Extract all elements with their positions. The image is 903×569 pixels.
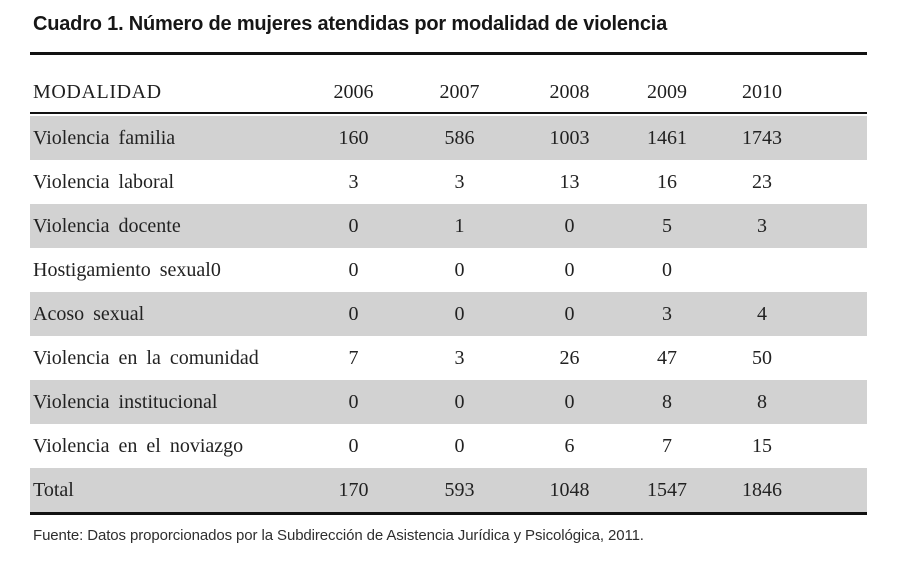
- table-title: Cuadro 1. Número de mujeres atendidas po…: [33, 13, 668, 35]
- table-row: Acoso sexual 0 0 0 3 4: [30, 292, 867, 336]
- column-header-2006: 2006: [333, 80, 374, 103]
- cell-value: 0: [454, 390, 465, 413]
- cell-value: 593: [444, 478, 475, 501]
- cell-value: 160: [338, 126, 369, 149]
- row-label: Hostigamiento sexual0: [33, 258, 221, 281]
- cell-value: 0: [454, 258, 465, 281]
- table-row: Violencia en el noviazgo 0 0 6 7 15: [30, 424, 867, 468]
- column-header-2009: 2009: [647, 80, 687, 103]
- column-header-2010: 2010: [742, 80, 782, 103]
- cell-value: 1048: [549, 478, 590, 501]
- cell-value: 0: [348, 390, 359, 413]
- source-note: Fuente: Datos proporcionados por la Subd…: [33, 527, 644, 544]
- cell-value: 5: [662, 214, 672, 237]
- cell-value: 8: [662, 390, 672, 413]
- table-row: Violencia docente 0 1 0 5 3: [30, 204, 867, 248]
- cell-value: 4: [757, 302, 767, 325]
- cell-value: 50: [752, 346, 772, 369]
- cell-value: 0: [454, 302, 465, 325]
- table-body: Violencia familia 160 586 1003 1461 1743 Viole…: [30, 116, 867, 512]
- cell-value: 7: [662, 434, 672, 457]
- cell-value: 1003: [549, 126, 590, 149]
- bottom-rule: [30, 512, 867, 515]
- table-row: Violencia laboral 3 3 13 16 23: [30, 160, 867, 204]
- cell-value: 47: [657, 346, 677, 369]
- cell-value: 3: [662, 302, 672, 325]
- table-row: Violencia en la comunidad 7 3 26 47 50: [30, 336, 867, 380]
- row-label: Acoso sexual: [33, 302, 145, 325]
- row-label: Violencia institucional: [33, 390, 218, 413]
- cell-value: 8: [757, 390, 767, 413]
- cell-value: 16: [657, 170, 677, 193]
- cell-value: 1743: [742, 126, 782, 149]
- column-header-2007: 2007: [439, 80, 480, 103]
- cell-value: 1461: [647, 126, 687, 149]
- cell-value: 170: [338, 478, 369, 501]
- title-rule: [30, 52, 867, 55]
- cell-value: 0: [454, 434, 465, 457]
- row-label: Total: [33, 478, 74, 501]
- cell-value: 0: [348, 434, 359, 457]
- cell-value: 6: [564, 434, 575, 457]
- cell-value: 3: [348, 170, 359, 193]
- cell-value: 15: [752, 434, 772, 457]
- cell-value: 1846: [742, 478, 782, 501]
- row-label: Violencia familia: [33, 126, 176, 149]
- cell-value: 3: [454, 346, 465, 369]
- row-label: Violencia docente: [33, 214, 181, 237]
- cell-value: 586: [444, 126, 475, 149]
- cell-value: 0: [564, 258, 575, 281]
- cell-value: 3: [757, 214, 767, 237]
- cell-value: 1: [454, 214, 465, 237]
- cell-value: 7: [348, 346, 359, 369]
- row-label: Violencia en la comunidad: [33, 346, 259, 369]
- cell-value: 26: [559, 346, 580, 369]
- cell-value: 13: [559, 170, 580, 193]
- cell-value: 3: [454, 170, 465, 193]
- cell-value: 0: [662, 258, 672, 281]
- cell-value: 23: [752, 170, 772, 193]
- table-header-row: MODALIDAD 2006 2007 2008 2009 2010: [30, 74, 867, 110]
- row-label: Violencia laboral: [33, 170, 175, 193]
- cell-value: 0: [564, 214, 575, 237]
- table-row: Violencia familia 160 586 1003 1461 1743: [30, 116, 867, 160]
- table-row: Violencia institucional 0 0 0 8 8: [30, 380, 867, 424]
- table-row-total: Total 170 593 1048 1547 1846: [30, 468, 867, 512]
- cell-value: 0: [348, 302, 359, 325]
- header-rule: [30, 112, 867, 114]
- cell-value: 0: [564, 390, 575, 413]
- cell-value: 0: [348, 214, 359, 237]
- cell-value: 1547: [647, 478, 687, 501]
- column-header-modalidad: MODALIDAD: [33, 80, 162, 103]
- column-header-2008: 2008: [549, 80, 590, 103]
- cell-value: 0: [564, 302, 575, 325]
- cell-value: 0: [348, 258, 359, 281]
- row-label: Violencia en el noviazgo: [33, 434, 244, 457]
- table-row: Hostigamiento sexual0 0 0 0 0: [30, 248, 867, 292]
